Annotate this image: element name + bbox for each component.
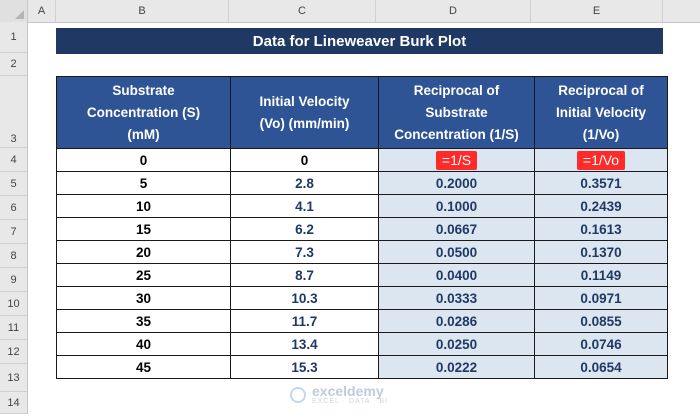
header-initial-velocity[interactable]: Initial Velocity (Vo) (mm/min) bbox=[230, 76, 379, 149]
cell-reciprocal-substrate[interactable]: 0.0250 bbox=[378, 332, 535, 356]
watermark: exceldemy EXCEL · DATA · BI bbox=[290, 384, 388, 405]
cell-velocity[interactable]: 13.4 bbox=[230, 332, 379, 356]
cell-reciprocal-velocity[interactable]: 0.2439 bbox=[534, 194, 668, 218]
row-header-9[interactable]: 9 bbox=[0, 268, 28, 292]
column-header-b[interactable]: B bbox=[56, 0, 229, 22]
cell-substrate[interactable]: 5 bbox=[56, 171, 231, 195]
cell-reciprocal-velocity[interactable]: 0.0855 bbox=[534, 309, 668, 333]
header-text-line: Reciprocal of bbox=[413, 82, 500, 98]
cell-reciprocal-substrate[interactable]: 0.0667 bbox=[378, 217, 535, 241]
cell-velocity[interactable]: 15.3 bbox=[230, 355, 379, 379]
cell-substrate[interactable]: 0 bbox=[56, 148, 231, 172]
row-header-4[interactable]: 4 bbox=[0, 148, 28, 172]
table-row: 25 8.7 0.0400 0.1149 bbox=[56, 263, 668, 287]
cell-reciprocal-velocity[interactable]: 0.0971 bbox=[534, 286, 668, 310]
row-header-6[interactable]: 6 bbox=[0, 196, 28, 220]
cell-reciprocal-velocity[interactable]: 0.1370 bbox=[534, 240, 668, 264]
cell-velocity[interactable]: 4.1 bbox=[230, 194, 379, 218]
header-text-line: (Vo) (mm/min) bbox=[259, 115, 350, 131]
header-text-line: Initial Velocity bbox=[555, 104, 647, 120]
cell-reciprocal-substrate[interactable]: 0.1000 bbox=[378, 194, 535, 218]
formula-badge: =1/Vo bbox=[576, 150, 626, 170]
cell-velocity[interactable]: 6.2 bbox=[230, 217, 379, 241]
select-all-corner[interactable] bbox=[0, 0, 28, 22]
header-text-line: Reciprocal of bbox=[558, 82, 644, 98]
watermark-tagline: EXCEL · DATA · BI bbox=[312, 398, 388, 405]
cell-reciprocal-velocity[interactable]: 0.1613 bbox=[534, 217, 668, 241]
cell-reciprocal-velocity[interactable]: 0.0746 bbox=[534, 332, 668, 356]
cell-reciprocal-velocity[interactable]: 0.0654 bbox=[534, 355, 668, 379]
header-text-line: Concentration (1/S) bbox=[394, 126, 519, 142]
exceldemy-logo-icon bbox=[290, 386, 306, 403]
cell-substrate[interactable]: 20 bbox=[56, 240, 231, 264]
cell-reciprocal-substrate[interactable]: 0.0400 bbox=[378, 263, 535, 287]
cell-velocity[interactable]: 7.3 bbox=[230, 240, 379, 264]
header-reciprocal-substrate[interactable]: Reciprocal of Substrate Concentration (1… bbox=[378, 76, 535, 149]
cell-reciprocal-substrate[interactable]: =1/S bbox=[378, 148, 535, 172]
cell-reciprocal-velocity[interactable]: =1/Vo bbox=[534, 148, 668, 172]
table-row: 0 0 =1/S =1/Vo bbox=[56, 148, 668, 172]
cell-velocity[interactable]: 11.7 bbox=[230, 309, 379, 333]
cell-velocity[interactable]: 2.8 bbox=[230, 171, 379, 195]
header-text-line: Initial Velocity bbox=[259, 93, 350, 109]
cell-substrate[interactable]: 10 bbox=[56, 194, 231, 218]
header-text-line: Substrate bbox=[425, 104, 488, 120]
row-header-11[interactable]: 11 bbox=[0, 316, 28, 340]
table-row: 30 10.3 0.0333 0.0971 bbox=[56, 286, 668, 310]
cell-substrate[interactable]: 15 bbox=[56, 217, 231, 241]
cell-reciprocal-substrate[interactable]: 0.0222 bbox=[378, 355, 535, 379]
header-reciprocal-velocity[interactable]: Reciprocal of Initial Velocity (1/Vo) bbox=[534, 76, 668, 149]
column-header-c[interactable]: C bbox=[229, 0, 376, 22]
column-header-d[interactable]: D bbox=[376, 0, 531, 22]
header-text-line: Substrate bbox=[112, 82, 175, 98]
table-row: 5 2.8 0.2000 0.3571 bbox=[56, 171, 668, 195]
cell-reciprocal-substrate[interactable]: 0.0500 bbox=[378, 240, 535, 264]
header-substrate-concentration[interactable]: Substrate Concentration (S) (mM) bbox=[56, 76, 231, 149]
cell-reciprocal-velocity[interactable]: 0.1149 bbox=[534, 263, 668, 287]
row-header-7[interactable]: 7 bbox=[0, 220, 28, 244]
cell-reciprocal-velocity[interactable]: 0.3571 bbox=[534, 171, 668, 195]
row-header-1[interactable]: 1 bbox=[0, 22, 28, 53]
table-row: 10 4.1 0.1000 0.2439 bbox=[56, 194, 668, 218]
cell-velocity[interactable]: 0 bbox=[230, 148, 379, 172]
column-header-e[interactable]: E bbox=[531, 0, 663, 22]
row-header-13[interactable]: 13 bbox=[0, 364, 28, 392]
header-text-line: (mM) bbox=[127, 126, 160, 142]
column-header-a[interactable]: A bbox=[28, 0, 56, 22]
cell-substrate[interactable]: 30 bbox=[56, 286, 231, 310]
formula-badge: =1/S bbox=[435, 150, 478, 170]
select-all-triangle-icon bbox=[15, 10, 24, 19]
row-header-5[interactable]: 5 bbox=[0, 172, 28, 196]
cell-reciprocal-substrate[interactable]: 0.2000 bbox=[378, 171, 535, 195]
row-header-10[interactable]: 10 bbox=[0, 292, 28, 316]
cell-substrate[interactable]: 25 bbox=[56, 263, 231, 287]
row-header-12[interactable]: 12 bbox=[0, 340, 28, 364]
watermark-name: exceldemy bbox=[312, 383, 384, 399]
row-header-8[interactable]: 8 bbox=[0, 244, 28, 268]
row-header-2[interactable]: 2 bbox=[0, 53, 28, 76]
cell-reciprocal-substrate[interactable]: 0.0286 bbox=[378, 309, 535, 333]
cell-reciprocal-substrate[interactable]: 0.0333 bbox=[378, 286, 535, 310]
row-header-14[interactable]: 14 bbox=[0, 392, 28, 414]
cell-velocity[interactable]: 8.7 bbox=[230, 263, 379, 287]
table-row: 40 13.4 0.0250 0.0746 bbox=[56, 332, 668, 356]
column-header-bar: A B C D E bbox=[0, 0, 700, 23]
cell-velocity[interactable]: 10.3 bbox=[230, 286, 379, 310]
cell-substrate[interactable]: 35 bbox=[56, 309, 231, 333]
header-text-line: Concentration (S) bbox=[86, 104, 201, 120]
header-text-line: (1/Vo) bbox=[582, 126, 620, 142]
table-row: 20 7.3 0.0500 0.1370 bbox=[56, 240, 668, 264]
sheet-title[interactable]: Data for Lineweaver Burk Plot bbox=[56, 28, 663, 54]
table-row: 15 6.2 0.0667 0.1613 bbox=[56, 217, 668, 241]
cell-substrate[interactable]: 40 bbox=[56, 332, 231, 356]
table-row: 35 11.7 0.0286 0.0855 bbox=[56, 309, 668, 333]
table-row: 45 15.3 0.0222 0.0654 bbox=[56, 355, 668, 379]
data-table: Substrate Concentration (S) (mM) Initial… bbox=[56, 76, 668, 379]
row-header-3[interactable]: 3 bbox=[0, 76, 28, 148]
cell-substrate[interactable]: 45 bbox=[56, 355, 231, 379]
